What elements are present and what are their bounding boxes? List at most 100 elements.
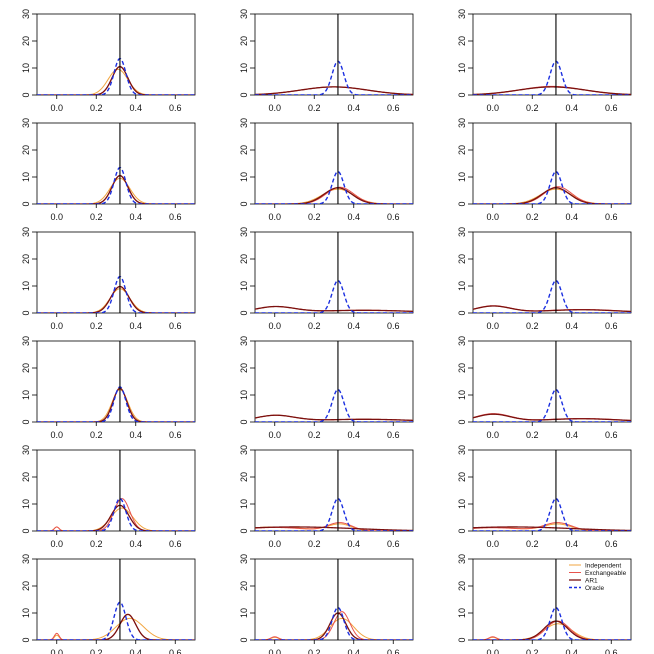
x-tick-label: 0.4	[565, 103, 578, 113]
x-tick-label: 0.6	[387, 212, 400, 222]
x-tick-label: 0.4	[129, 648, 142, 654]
series-ar1-line	[255, 526, 413, 531]
y-tick-label: 0	[457, 310, 467, 315]
panel-r2-c2: 0 10 20 30 0.0 0.2 0.4 0.6	[239, 118, 414, 222]
series-ar1-line	[473, 526, 631, 531]
x-tick-label: 0.0	[268, 103, 281, 113]
x-tick-label: 0.4	[565, 321, 578, 331]
x-tick-label: 0.2	[308, 321, 321, 331]
y-tick-label: 30	[457, 118, 467, 128]
x-tick-label: 0.4	[347, 103, 360, 113]
y-tick-label: 20	[239, 145, 249, 155]
plot-frame	[472, 13, 632, 96]
series-independent-line	[37, 617, 195, 640]
x-tick-label: 0.0	[50, 103, 63, 113]
y-tick-label: 10	[239, 281, 249, 291]
y-tick-label: 10	[457, 499, 467, 509]
x-tick-label: 0.0	[486, 321, 499, 331]
y-tick-label: 0	[239, 201, 249, 206]
x-tick-label: 0.6	[605, 430, 618, 440]
x-tick-label: 0.4	[347, 539, 360, 549]
y-tick-label: 10	[21, 281, 31, 291]
y-tick-label: 20	[21, 254, 31, 264]
plot-frame	[36, 122, 196, 205]
y-tick-label: 30	[239, 118, 249, 128]
curves	[255, 60, 413, 95]
curves	[255, 388, 413, 422]
legend-label: Independent	[585, 562, 621, 569]
y-tick-label: 20	[457, 36, 467, 46]
x-tick-label: 0.2	[526, 103, 539, 113]
x-tick-label: 0.6	[605, 321, 618, 331]
y-tick-label: 20	[21, 363, 31, 373]
x-tick-label: 0.4	[129, 321, 142, 331]
y-tick-label: 20	[239, 472, 249, 482]
plot-frame	[472, 340, 632, 423]
series-ar1-line	[473, 86, 631, 95]
series-exchangeable-line	[255, 611, 413, 640]
x-tick-label: 0.4	[565, 648, 578, 654]
series-oracle-line	[37, 57, 195, 95]
plot-frame	[254, 558, 414, 641]
curves	[37, 57, 195, 95]
series-exchangeable-line	[37, 498, 195, 531]
panel-r5-c1: 0 10 20 30 0.0 0.2 0.4 0.6	[21, 445, 196, 549]
x-tick-label: 0.4	[347, 648, 360, 654]
x-tick-label: 0.0	[268, 212, 281, 222]
x-tick-label: 0.2	[90, 321, 103, 331]
y-tick-label: 30	[21, 227, 31, 237]
y-tick-label: 0	[239, 528, 249, 533]
series-independent-line	[37, 177, 195, 204]
x-tick-label: 0.2	[308, 430, 321, 440]
y-tick-label: 10	[21, 390, 31, 400]
curves	[473, 388, 631, 422]
x-tick-label: 0.6	[605, 539, 618, 549]
y-tick-label: 0	[21, 310, 31, 315]
y-tick-label: 20	[457, 145, 467, 155]
y-tick-label: 10	[457, 63, 467, 73]
x-tick-label: 0.6	[169, 103, 182, 113]
x-tick-label: 0.4	[129, 430, 142, 440]
x-tick-label: 0.2	[90, 539, 103, 549]
y-tick-label: 20	[21, 145, 31, 155]
x-tick-label: 0.2	[526, 212, 539, 222]
y-tick-label: 10	[21, 63, 31, 73]
y-tick-label: 10	[239, 608, 249, 618]
plot-frame	[254, 122, 414, 205]
series-oracle-line	[473, 497, 631, 531]
x-tick-label: 0.6	[387, 539, 400, 549]
y-tick-label: 10	[457, 172, 467, 182]
x-tick-label: 0.4	[565, 539, 578, 549]
y-tick-label: 20	[239, 363, 249, 373]
y-tick-label: 30	[239, 554, 249, 564]
panel-r3-c3: 0 10 20 30 0.0 0.2 0.4 0.6	[457, 227, 632, 331]
panel-r2-c1: 0 10 20 30 0.0 0.2 0.4 0.6	[21, 118, 196, 222]
y-tick-label: 30	[21, 9, 31, 19]
x-tick-label: 0.6	[605, 648, 618, 654]
x-tick-label: 0.6	[387, 103, 400, 113]
y-tick-label: 0	[239, 637, 249, 642]
y-tick-label: 20	[21, 472, 31, 482]
series-oracle-line	[473, 279, 631, 313]
series-ar1-line	[255, 612, 413, 640]
series-ar1-line	[255, 187, 413, 204]
y-tick-label: 10	[457, 390, 467, 400]
series-oracle-line	[255, 497, 413, 531]
y-tick-label: 20	[21, 581, 31, 591]
x-tick-label: 0.6	[387, 430, 400, 440]
panel-r4-c2: 0 10 20 30 0.0 0.2 0.4 0.6	[239, 336, 414, 440]
x-tick-label: 0.0	[50, 321, 63, 331]
plot-frame	[472, 122, 632, 205]
y-tick-label: 0	[21, 637, 31, 642]
y-tick-label: 30	[239, 445, 249, 455]
y-tick-label: 0	[21, 201, 31, 206]
series-ar1-line	[255, 86, 413, 95]
y-tick-label: 0	[457, 528, 467, 533]
curves	[37, 166, 195, 204]
legend-label: Exchangeable	[585, 570, 627, 577]
y-tick-label: 20	[21, 36, 31, 46]
series-ar1-line	[473, 620, 631, 640]
y-tick-label: 30	[21, 118, 31, 128]
